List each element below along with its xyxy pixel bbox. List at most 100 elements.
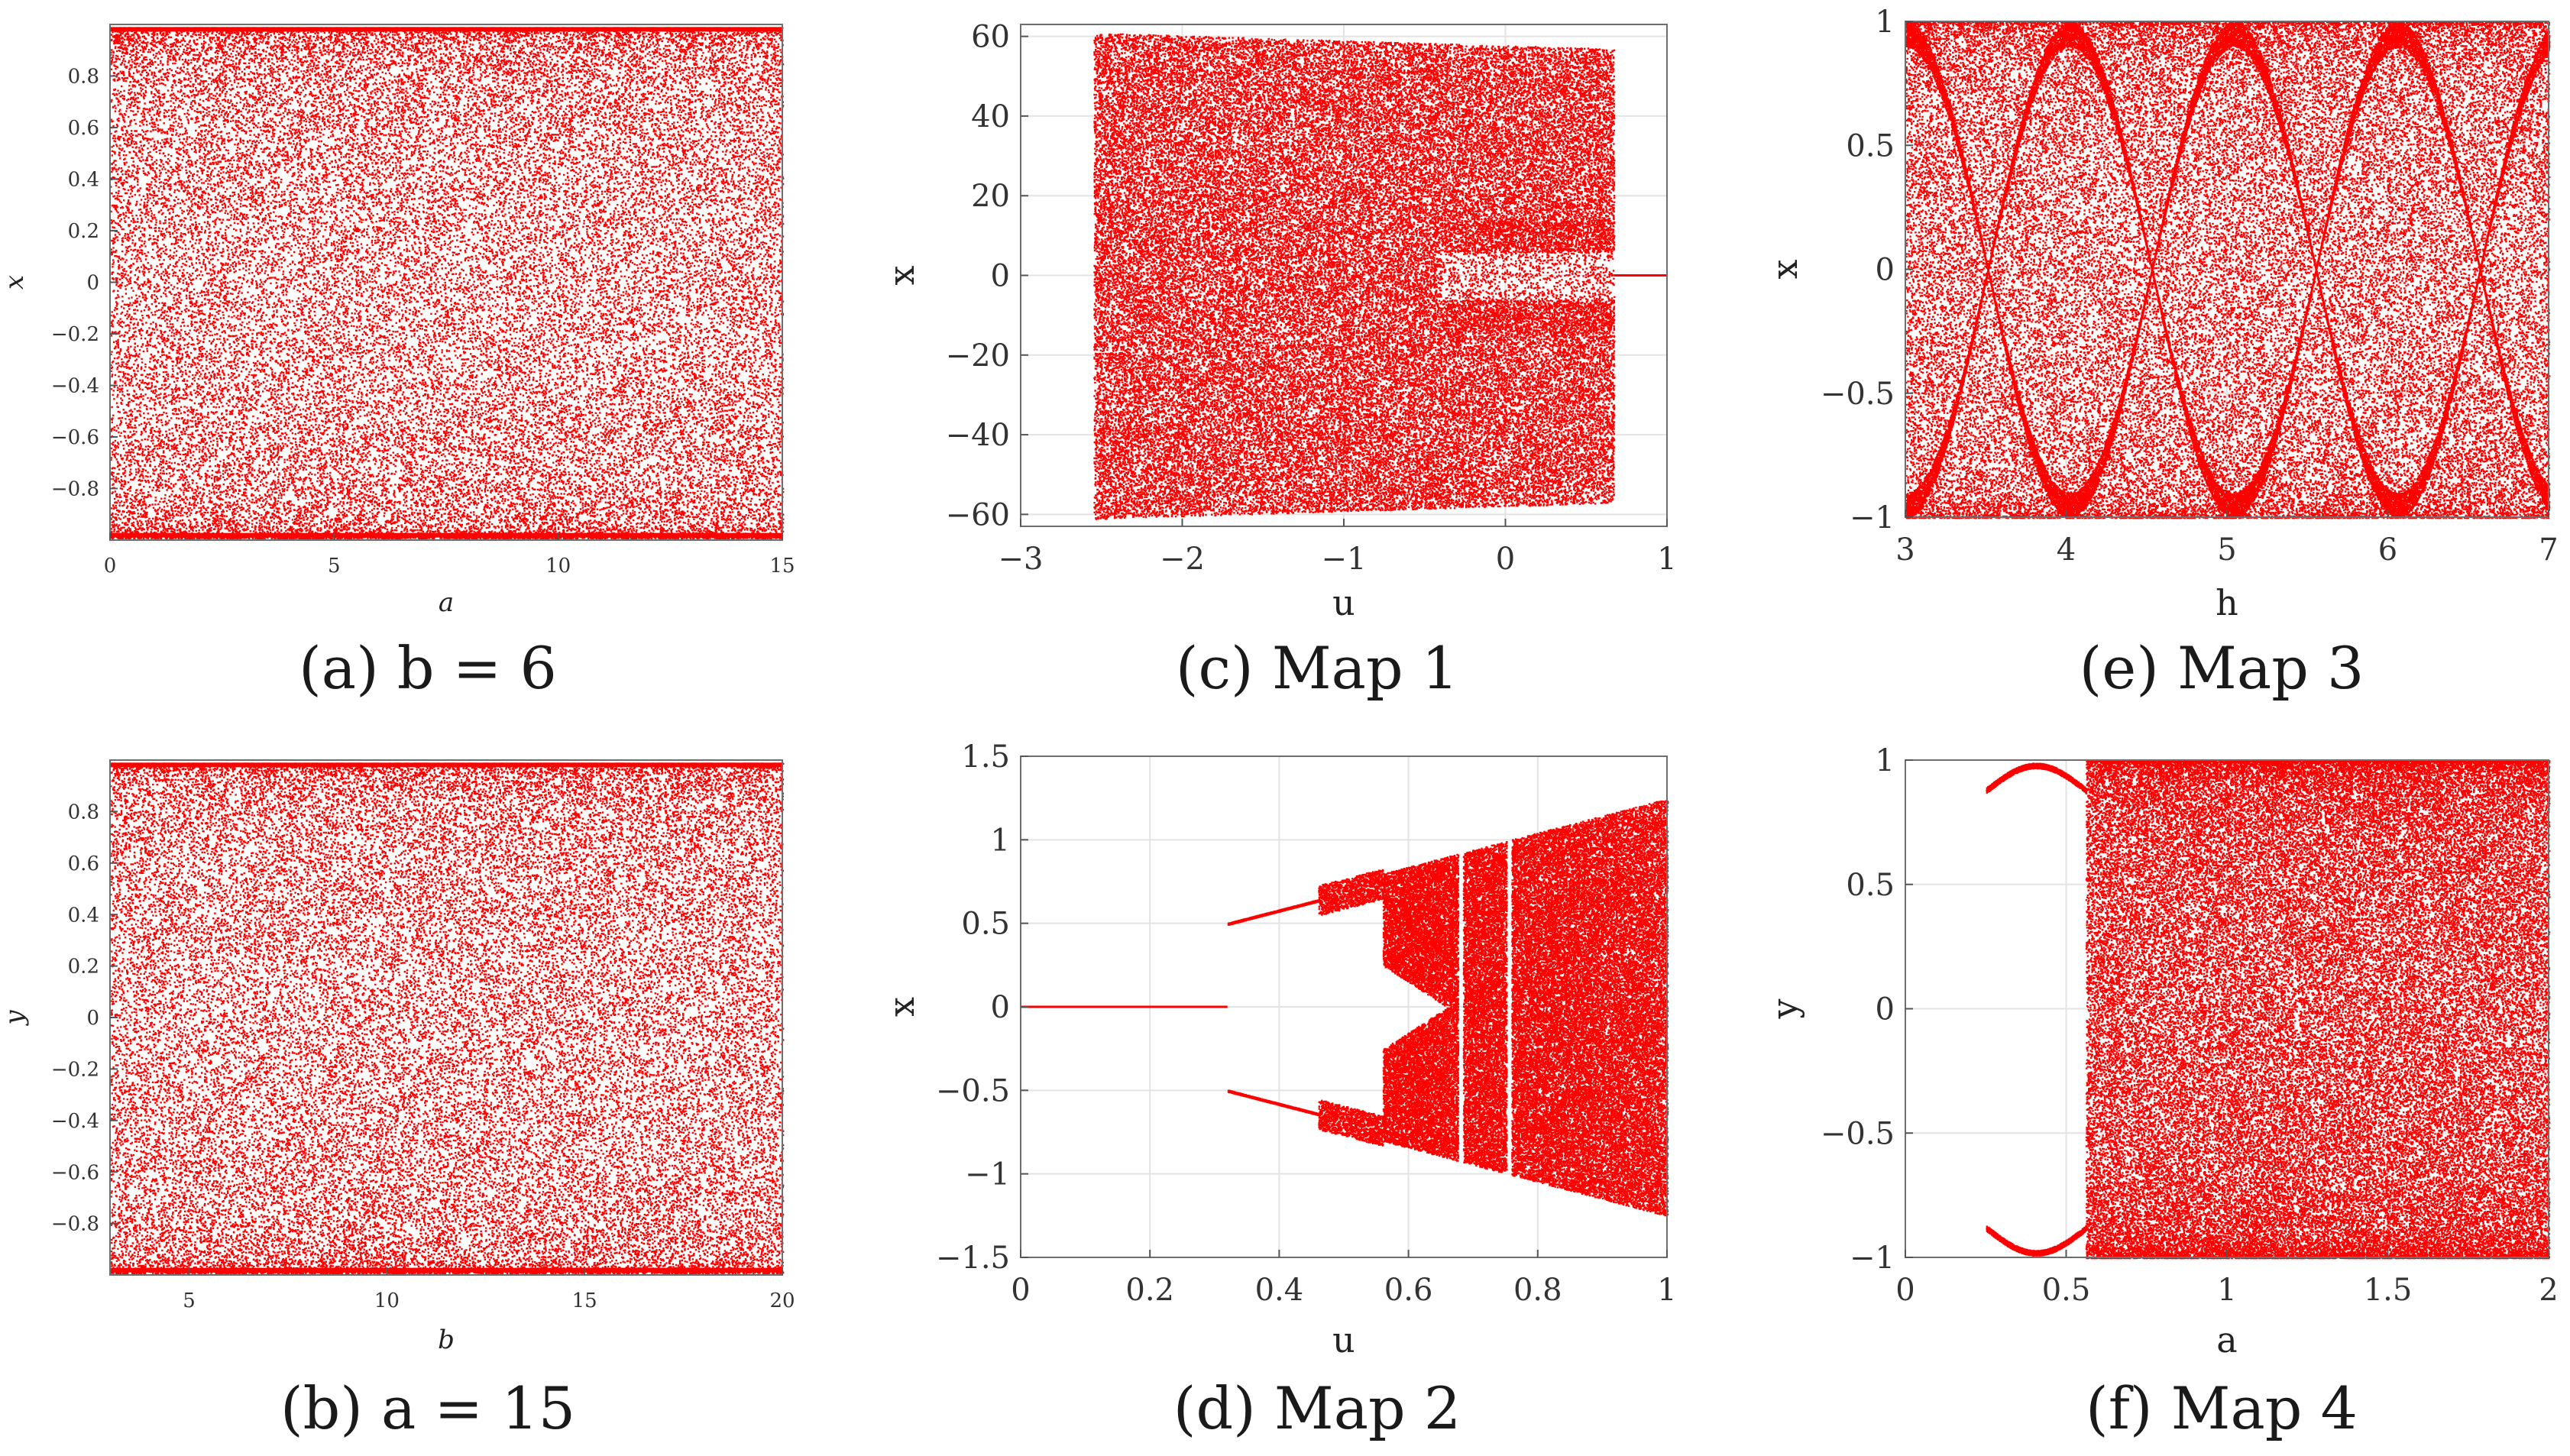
xtick-label-f-4: 2 [2539,1273,2558,1308]
xtick-label-e-4: 7 [2539,532,2558,568]
xtick-label-d-1: 0.2 [1125,1273,1174,1308]
xtick-label-e-2: 5 [2217,532,2236,568]
ytick-label-a-0: 0.8 [68,66,99,89]
panel-c: −3 −2 −1 0 1 60 40 20 0 −20 −40 −60 u x [881,20,1677,623]
caption-e: (e) Map 3 [2080,634,2364,702]
ytick-label-b-8: −0.8 [51,1213,99,1236]
panel-a: 0 5 10 15 0.8 0.6 0.4 0.2 0 −0.2 −0.4 −0.6 −0.8 a x [0,24,795,618]
ylabel-d: x [881,997,922,1017]
xtick-label-d-0: 0 [1011,1273,1030,1308]
ytick-label-a-1: 0.6 [68,117,99,140]
xtick-label-c-1: −2 [1160,542,1205,577]
ytick-label-a-7: −0.6 [51,426,99,449]
ytick-label-a-8: −0.8 [51,478,99,501]
xlabel-c: u [1332,582,1355,623]
scatter-points-e [1905,21,2551,519]
xtick-label-d-3: 0.6 [1384,1273,1433,1308]
ytick-label-e-4: −1 [1850,500,1895,535]
ytick-label-b-7: −0.6 [51,1161,99,1184]
caption-layer: (a) b = 6 (b) a = 15 (c) Map 1 (d) Map 2… [280,634,2364,1442]
ytick-label-c-5: −40 [946,418,1010,453]
ytick-label-d-3: 0 [991,990,1010,1025]
ytick-label-f-1: 0.5 [1846,868,1895,903]
xlabel-d: u [1332,1319,1355,1361]
xtick-label-c-0: −3 [999,542,1044,577]
ylabel-b: y [0,1010,30,1027]
xtick-label-b-2: 15 [572,1289,597,1312]
caption-a: (a) b = 6 [299,634,557,702]
ylabel-a: x [0,275,30,290]
ytick-label-f-0: 1 [1876,743,1895,778]
ytick-label-e-0: 1 [1876,5,1895,40]
ytick-label-e-2: 0 [1876,253,1895,288]
scatter-points-b [110,762,785,1274]
ytick-label-b-2: 0.4 [68,904,99,927]
caption-b: (b) a = 15 [280,1374,575,1442]
xtick-label-e-0: 3 [1895,532,1915,568]
xtick-label-b-0: 5 [183,1289,196,1312]
xtick-label-a-2: 10 [545,555,571,578]
caption-f: (f) Map 4 [2086,1374,2358,1442]
panel-e: 3 4 5 6 7 1 0.5 0 −0.5 −1 h x [1764,5,2559,623]
scatter-points-d [1227,800,1669,1217]
ytick-label-c-4: −20 [946,338,1010,374]
xtick-label-c-2: −1 [1322,542,1367,577]
caption-c: (c) Map 1 [1176,634,1458,702]
panel-f: 0 0.5 1 1.5 2 1 0.5 0 −0.5 −1 a y [1764,743,2559,1361]
ytick-label-b-1: 0.6 [68,853,99,875]
ytick-label-a-3: 0.2 [68,220,99,243]
scatter-points-c [1093,33,1616,520]
xtick-label-b-3: 20 [769,1289,795,1312]
xtick-label-f-3: 1.5 [2364,1273,2413,1308]
ytick-label-f-2: 0 [1876,992,1895,1027]
xtick-label-f-0: 0 [1895,1273,1915,1308]
xtick-label-e-1: 4 [2057,532,2076,568]
ytick-label-b-0: 0.8 [68,801,99,824]
panel-b: 5 10 15 20 0.8 0.6 0.4 0.2 0 −0.2 −0.4 −0.6 −0.8 b y [0,759,795,1355]
ytick-label-c-6: −60 [946,497,1010,532]
xlabel-f: a [2216,1319,2237,1361]
ytick-label-e-1: 0.5 [1846,128,1895,163]
ytick-label-c-2: 20 [971,179,1010,214]
xtick-label-a-1: 5 [328,555,341,578]
panel-d: 0 0.2 0.4 0.6 0.8 1 1.5 1 0.5 0 −0.5 −1 −1.5 u x [881,739,1677,1361]
ytick-label-d-0: 1.5 [961,739,1010,775]
ytick-label-b-5: −0.2 [51,1059,99,1082]
ytick-label-d-2: 0.5 [961,907,1010,942]
xtick-label-d-5: 1 [1657,1273,1676,1308]
xtick-label-f-1: 0.5 [2042,1273,2091,1308]
ytick-label-d-1: 1 [991,823,1010,858]
ytick-label-a-2: 0.4 [68,169,99,192]
scatter-points-f [1986,760,2551,1260]
ylabel-f: y [1764,999,1805,1020]
ytick-label-f-3: −0.5 [1821,1116,1895,1151]
scatter-points-a [110,27,785,539]
ytick-label-c-1: 40 [971,99,1010,134]
xtick-label-f-2: 1 [2217,1273,2236,1308]
xtick-label-e-3: 6 [2378,532,2397,568]
ylabel-e: x [1764,259,1805,279]
xtick-label-a-3: 15 [769,555,795,578]
ytick-label-d-6: −1.5 [936,1241,1010,1276]
xtick-label-b-1: 10 [374,1289,400,1312]
ytick-label-a-4: 0 [86,272,99,295]
ytick-label-b-6: −0.4 [51,1110,99,1133]
ylabel-c: x [881,265,922,285]
ytick-label-b-3: 0.2 [68,956,99,979]
ytick-label-c-0: 60 [971,20,1010,55]
xtick-label-c-4: 1 [1657,542,1676,577]
ytick-label-e-3: −0.5 [1821,377,1895,412]
ytick-label-f-4: −1 [1850,1241,1895,1276]
ytick-label-c-3: 0 [991,259,1010,294]
xlabel-b: b [438,1325,455,1355]
ytick-label-b-4: 0 [86,1007,99,1030]
ytick-label-d-5: −1 [965,1157,1010,1192]
xtick-label-d-2: 0.4 [1255,1273,1304,1308]
xtick-label-a-0: 0 [104,555,117,578]
xlabel-a: a [439,587,454,618]
xlabel-e: h [2216,582,2238,623]
ytick-label-d-4: −0.5 [936,1073,1010,1108]
xtick-label-d-4: 0.8 [1513,1273,1562,1308]
caption-d: (d) Map 2 [1173,1374,1461,1442]
